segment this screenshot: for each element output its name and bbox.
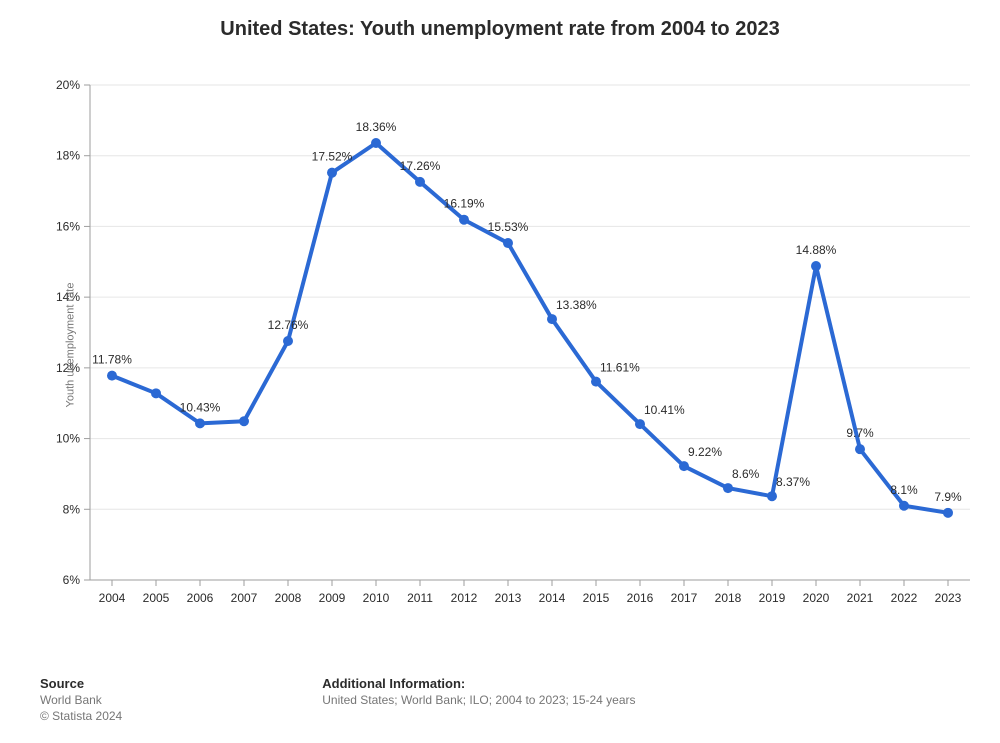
chart-title: United States: Youth unemployment rate f… — [0, 0, 1000, 41]
svg-text:2008: 2008 — [275, 591, 302, 605]
svg-text:2018: 2018 — [715, 591, 742, 605]
svg-text:2009: 2009 — [319, 591, 346, 605]
svg-text:8%: 8% — [63, 502, 81, 516]
y-axis-label: Youth unemployment rate — [64, 283, 76, 408]
svg-text:8.1%: 8.1% — [890, 483, 918, 497]
svg-text:2011: 2011 — [407, 591, 433, 605]
svg-text:2023: 2023 — [935, 591, 962, 605]
svg-text:14.88%: 14.88% — [796, 243, 837, 257]
svg-text:15.53%: 15.53% — [488, 220, 529, 234]
svg-text:2012: 2012 — [451, 591, 478, 605]
svg-text:11.61%: 11.61% — [600, 361, 640, 375]
svg-text:2006: 2006 — [187, 591, 214, 605]
svg-text:2005: 2005 — [143, 591, 170, 605]
info-line: United States; World Bank; ILO; 2004 to … — [322, 693, 635, 707]
svg-text:2021: 2021 — [847, 591, 874, 605]
svg-text:9.22%: 9.22% — [688, 445, 722, 459]
svg-text:2010: 2010 — [363, 591, 390, 605]
svg-text:2017: 2017 — [671, 591, 698, 605]
svg-text:10%: 10% — [56, 432, 80, 446]
svg-text:2004: 2004 — [99, 591, 126, 605]
svg-text:6%: 6% — [63, 573, 81, 587]
svg-text:2014: 2014 — [539, 591, 566, 605]
svg-text:2016: 2016 — [627, 591, 654, 605]
svg-text:18%: 18% — [56, 149, 80, 163]
svg-text:2007: 2007 — [231, 591, 258, 605]
info-block: Additional Information: United States; W… — [322, 676, 635, 723]
source-block: Source World Bank © Statista 2024 — [40, 676, 122, 723]
svg-text:17.52%: 17.52% — [312, 150, 353, 164]
svg-text:8.6%: 8.6% — [732, 467, 760, 481]
info-heading: Additional Information: — [322, 676, 635, 691]
svg-text:11.78%: 11.78% — [92, 353, 132, 367]
chart-footer: Source World Bank © Statista 2024 Additi… — [40, 676, 960, 723]
chart-container: Youth unemployment rate 6%8%10%12%14%16%… — [0, 55, 1000, 635]
svg-text:9.7%: 9.7% — [846, 426, 874, 440]
svg-text:12.76%: 12.76% — [268, 318, 309, 332]
source-line: World Bank — [40, 693, 122, 707]
svg-text:2022: 2022 — [891, 591, 918, 605]
svg-text:13.38%: 13.38% — [556, 298, 597, 312]
svg-text:7.9%: 7.9% — [934, 490, 962, 504]
svg-text:2013: 2013 — [495, 591, 522, 605]
line-chart: 6%8%10%12%14%16%18%20%200420052006200720… — [0, 55, 1000, 635]
svg-text:20%: 20% — [56, 78, 80, 92]
svg-text:10.43%: 10.43% — [180, 400, 221, 414]
svg-text:17.26%: 17.26% — [400, 159, 441, 173]
svg-text:2019: 2019 — [759, 591, 786, 605]
svg-text:18.36%: 18.36% — [356, 120, 397, 134]
svg-text:10.41%: 10.41% — [644, 403, 685, 417]
source-heading: Source — [40, 676, 122, 691]
svg-text:16%: 16% — [56, 219, 80, 233]
svg-text:2020: 2020 — [803, 591, 830, 605]
svg-text:2015: 2015 — [583, 591, 610, 605]
svg-text:16.19%: 16.19% — [444, 197, 485, 211]
copyright-line: © Statista 2024 — [40, 709, 122, 723]
svg-text:8.37%: 8.37% — [776, 475, 810, 489]
